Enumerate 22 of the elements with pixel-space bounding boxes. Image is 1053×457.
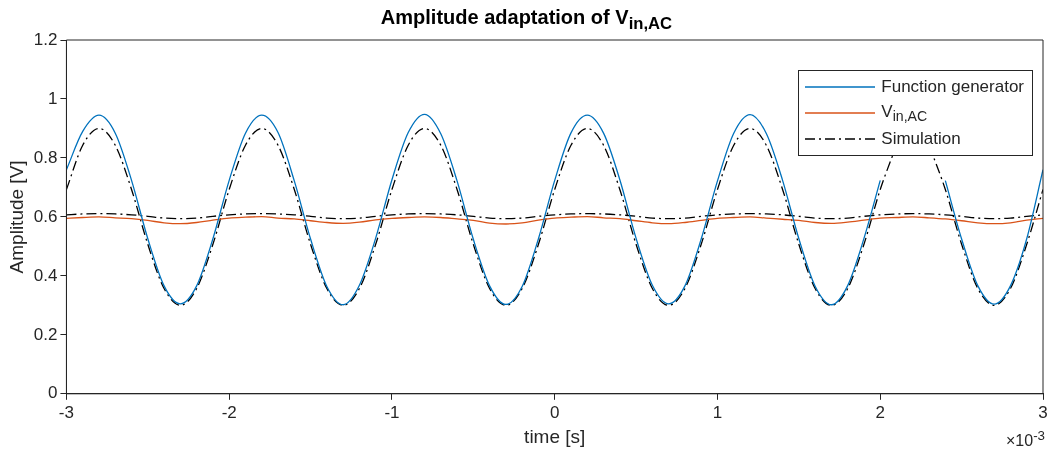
legend-label: Function generator: [881, 77, 1024, 97]
y-tick-label: 0.6: [33, 206, 58, 226]
x-axis-title: time [s]: [524, 425, 586, 447]
chart-title: Amplitude adaptation of V$_{in,AC}$: [380, 6, 673, 33]
y-tick-label: 0: [47, 383, 58, 403]
x-tick-label: 0: [549, 402, 560, 422]
x-tick-label: 3: [1038, 402, 1048, 422]
line-series: [66, 215, 1043, 225]
y-tick-label: 1: [47, 88, 58, 108]
x-tick-label: -2: [221, 402, 237, 422]
x-tick-label: -1: [384, 402, 400, 422]
y-tick-label: 0.8: [33, 147, 58, 167]
legend-label: Simulation: [881, 129, 961, 149]
y-axis-title: Amplitude [V]: [5, 160, 27, 274]
text: ×10$^{-3}$: [1006, 428, 1045, 451]
x-tick-label: 1: [712, 402, 723, 422]
y-tick-label: 0.2: [33, 324, 58, 344]
y-tick-label: 1.2: [33, 29, 58, 49]
legend-label: V$_{in,AC}$: [881, 101, 928, 125]
x-tick-label: -3: [58, 402, 74, 422]
x-tick-label: 2: [875, 402, 885, 422]
y-tick-label: 0.4: [33, 265, 58, 285]
